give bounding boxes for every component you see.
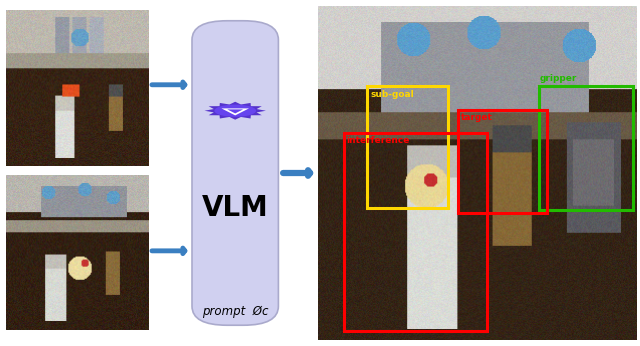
Text: interference: interference — [347, 136, 410, 145]
Bar — [458, 110, 547, 213]
Bar — [367, 86, 449, 208]
FancyBboxPatch shape — [192, 21, 278, 325]
Text: $\mathit{O}_t$: $\mathit{O}_t$ — [12, 144, 33, 164]
Text: Goal Image:: Goal Image: — [10, 12, 99, 25]
Text: target: target — [461, 113, 493, 122]
Text: sub-goal: sub-goal — [371, 90, 414, 99]
Bar — [539, 86, 633, 210]
Text: prompt  Øᴄ: prompt Øᴄ — [202, 305, 268, 318]
Text: VLM: VLM — [202, 194, 269, 221]
Bar — [344, 133, 486, 331]
Polygon shape — [214, 104, 256, 117]
Polygon shape — [205, 102, 266, 120]
Polygon shape — [221, 108, 249, 115]
Polygon shape — [227, 109, 243, 113]
Text: gripper: gripper — [539, 74, 577, 83]
